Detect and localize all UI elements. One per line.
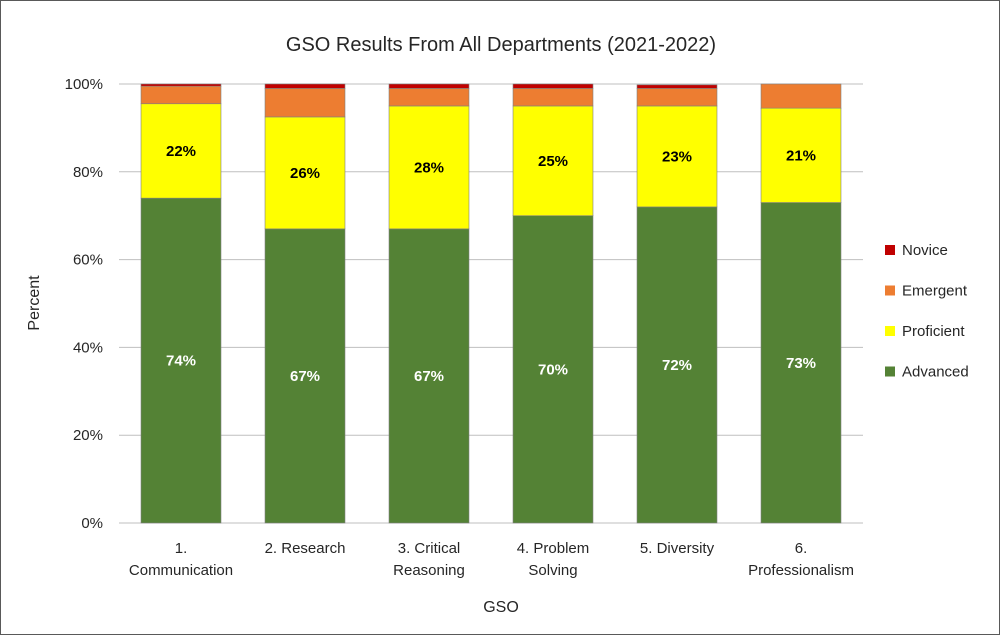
bar-stack: 67% 26% (264, 83, 346, 524)
legend-swatch (885, 285, 895, 296)
bars: 74% 22% 67% 26% 67% 28% 70% 25% 72% 23% 73% 21% (140, 83, 842, 524)
bar-segment-proficient (636, 105, 718, 208)
bar-segment-emergent (512, 88, 594, 107)
x-category-label: 4. Problem (517, 540, 590, 557)
bar-segment-proficient (388, 105, 470, 230)
bar-segment-novice (512, 83, 594, 89)
legend-swatch (885, 366, 895, 377)
bar-segment-advanced (388, 228, 470, 524)
data-label: 22% (166, 143, 196, 160)
data-label: 72% (662, 357, 692, 374)
legend-label: Novice (902, 242, 948, 259)
y-axis-title: Percent (26, 275, 43, 331)
legend-label: Advanced (902, 364, 969, 381)
y-tick-label: 100% (65, 76, 103, 93)
bar-segment-proficient (512, 105, 594, 216)
bar-segment-advanced (264, 228, 346, 524)
data-label: 25% (538, 153, 568, 170)
x-category-label: 1. (175, 540, 188, 557)
data-label: 67% (414, 368, 444, 385)
data-label: 26% (290, 165, 320, 182)
x-category-label: Communication (129, 562, 233, 579)
bar-segment-novice (388, 83, 470, 89)
bar-stack: 73% 21% (760, 83, 842, 524)
x-axis-title: GSO (483, 599, 519, 616)
data-label: 73% (786, 355, 816, 372)
legend-item: Proficient (885, 323, 965, 340)
x-category-label: Solving (528, 562, 577, 579)
bar-segment-emergent (140, 85, 222, 105)
y-axis-ticks: 0% 20% 40% 60% 80% 100% (65, 76, 103, 532)
y-tick-label: 80% (73, 164, 103, 181)
legend-item: Advanced (885, 364, 969, 381)
x-category-label: 5. Diversity (640, 540, 715, 557)
bar-stack: 67% 28% (388, 83, 470, 524)
gridlines (119, 83, 863, 524)
y-tick-label: 20% (73, 427, 103, 444)
legend-item: Novice (885, 242, 948, 259)
bar-segment-novice (636, 84, 718, 89)
bar-stack: 74% 22% (140, 83, 222, 524)
legend-swatch (885, 326, 895, 336)
bar-segment-proficient (760, 107, 842, 203)
x-category-label: Reasoning (393, 562, 465, 579)
data-label: 74% (166, 353, 196, 370)
y-tick-label: 60% (73, 252, 103, 269)
y-tick-label: 40% (73, 339, 103, 356)
bar-stack: 70% 25% (512, 83, 594, 524)
legend-item: Emergent (885, 283, 968, 300)
bar-segment-advanced (512, 215, 594, 524)
legend-label: Emergent (902, 283, 968, 300)
data-label: 67% (290, 368, 320, 385)
bar-segment-advanced (140, 197, 222, 524)
x-category-label: 3. Critical (398, 540, 461, 557)
data-label: 21% (786, 147, 816, 164)
bar-segment-proficient (140, 103, 222, 199)
data-label: 23% (662, 148, 692, 165)
bar-segment-emergent (388, 88, 470, 107)
legend-swatch (885, 245, 895, 255)
x-axis-categories: 1. Communication 2. Research 3. Critical Rea… (129, 540, 854, 579)
legend-label: Proficient (902, 323, 965, 340)
data-label: 70% (538, 361, 568, 378)
y-tick-label: 0% (81, 515, 103, 532)
bar-segment-emergent (760, 83, 842, 109)
bar-segment-advanced (760, 202, 842, 524)
x-category-label: Professionalism (748, 562, 854, 579)
bar-stack: 72% 23% (636, 84, 718, 524)
bar-segment-advanced (636, 206, 718, 524)
x-category-label: 6. (795, 540, 808, 557)
bar-segment-emergent (636, 88, 718, 107)
chart-title: GSO Results From All Departments (2021-2… (286, 34, 716, 56)
data-label: 28% (414, 159, 444, 176)
bar-segment-novice (264, 83, 346, 89)
legend: Novice Emergent Proficient Advanced (885, 242, 969, 381)
x-category-label: 2. Research (265, 540, 346, 557)
bar-segment-emergent (264, 88, 346, 118)
bar-segment-novice (140, 83, 222, 87)
